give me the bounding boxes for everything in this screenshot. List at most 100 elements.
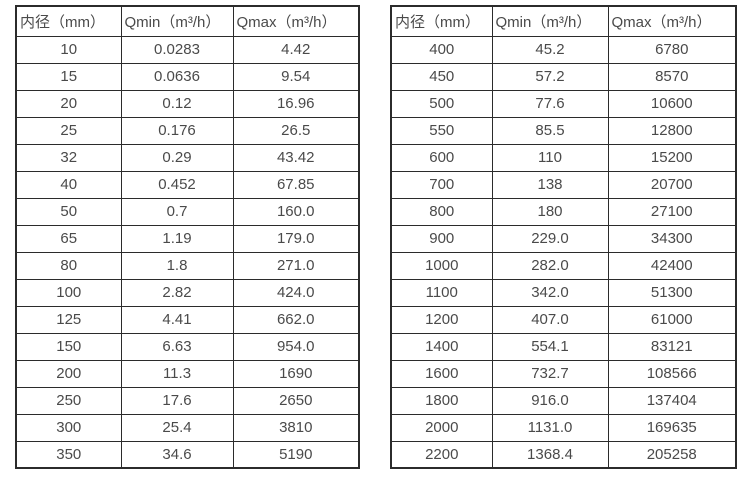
table-cell: 0.12 [120, 89, 234, 118]
table-cell: 138 [491, 170, 609, 199]
table-row: 450 57.2 8570 [390, 62, 737, 91]
table-cell: 2000 [390, 413, 493, 442]
table-cell: 0.29 [120, 143, 234, 172]
table-cell: 45.2 [491, 35, 609, 64]
table-cell: 6.63 [120, 332, 234, 361]
table-cell: 1.19 [120, 224, 234, 253]
table-cell: 150 [15, 332, 122, 361]
table-cell: 662.0 [232, 305, 360, 334]
table-row: 2000 1131.0 169635 [390, 413, 737, 442]
table-row: 32 0.29 43.42 [15, 143, 360, 172]
table-cell: 5190 [232, 440, 360, 469]
table-cell: 0.452 [120, 170, 234, 199]
table-cell: 732.7 [491, 359, 609, 388]
table-cell: 11.3 [120, 359, 234, 388]
table-cell: 65 [15, 224, 122, 253]
table-row: 800 180 27100 [390, 197, 737, 226]
column-header: Qmax（m³/h） [232, 5, 360, 37]
table-cell: 137404 [607, 386, 737, 415]
table-row: 15 0.0636 9.54 [15, 62, 360, 91]
table-cell: 229.0 [491, 224, 609, 253]
table-cell: 9.54 [232, 62, 360, 91]
table-cell: 34300 [607, 224, 737, 253]
table-cell: 17.6 [120, 386, 234, 415]
table-row: 20 0.12 16.96 [15, 89, 360, 118]
table-cell: 916.0 [491, 386, 609, 415]
table-cell: 600 [390, 143, 493, 172]
table-cell: 1000 [390, 251, 493, 280]
column-header: Qmin（m³/h） [120, 5, 234, 37]
table-cell: 77.6 [491, 89, 609, 118]
table-header: 内径（mm） Qmin（m³/h） Qmax（m³/h） [390, 5, 737, 37]
column-header: 内径（mm） [390, 5, 493, 37]
table-row: 150 6.63 954.0 [15, 332, 360, 361]
table-cell: 8570 [607, 62, 737, 91]
table-cell: 271.0 [232, 251, 360, 280]
table-cell: 100 [15, 278, 122, 307]
table-cell: 57.2 [491, 62, 609, 91]
table-cell: 160.0 [232, 197, 360, 226]
table-cell: 32 [15, 143, 122, 172]
table-row: 125 4.41 662.0 [15, 305, 360, 334]
table-cell: 3810 [232, 413, 360, 442]
table-cell: 4.42 [232, 35, 360, 64]
table-cell: 0.0636 [120, 62, 234, 91]
table-cell: 1200 [390, 305, 493, 334]
table-cell: 300 [15, 413, 122, 442]
table-cell: 1800 [390, 386, 493, 415]
table-cell: 10 [15, 35, 122, 64]
table-cell: 4.41 [120, 305, 234, 334]
table-cell: 407.0 [491, 305, 609, 334]
column-header: Qmin（m³/h） [491, 5, 609, 37]
table-cell: 1690 [232, 359, 360, 388]
table-cell: 954.0 [232, 332, 360, 361]
table-row: 1200 407.0 61000 [390, 305, 737, 334]
table-row: 65 1.19 179.0 [15, 224, 360, 253]
table-cell: 554.1 [491, 332, 609, 361]
table-cell: 700 [390, 170, 493, 199]
table-cell: 25.4 [120, 413, 234, 442]
flow-spec-table-small-diameters: 内径（mm） Qmin（m³/h） Qmax（m³/h） 10 0.0283 4.42 1… [15, 5, 360, 469]
table-cell: 1100 [390, 278, 493, 307]
header-row: 内径（mm） Qmin（m³/h） Qmax（m³/h） [390, 5, 737, 37]
table-row: 200 11.3 1690 [15, 359, 360, 388]
table-cell: 180 [491, 197, 609, 226]
table-cell: 40 [15, 170, 122, 199]
table-cell: 50 [15, 197, 122, 226]
table-cell: 25 [15, 116, 122, 145]
table-cell: 350 [15, 440, 122, 469]
table-cell: 1368.4 [491, 440, 609, 469]
table-cell: 125 [15, 305, 122, 334]
table-row: 1800 916.0 137404 [390, 386, 737, 415]
table-cell: 42400 [607, 251, 737, 280]
table-body: 10 0.0283 4.42 15 0.0636 9.54 20 0.12 16.96 25 0.1… [15, 35, 360, 469]
column-header: Qmax（m³/h） [607, 5, 737, 37]
table-row: 2200 1368.4 205258 [390, 440, 737, 469]
table-cell: 10600 [607, 89, 737, 118]
table-cell: 20 [15, 89, 122, 118]
table-cell: 800 [390, 197, 493, 226]
table-cell: 424.0 [232, 278, 360, 307]
table-cell: 550 [390, 116, 493, 145]
table-header: 内径（mm） Qmin（m³/h） Qmax（m³/h） [15, 5, 360, 37]
table-cell: 0.0283 [120, 35, 234, 64]
table-body: 400 45.2 6780 450 57.2 8570 500 77.6 10600 550 85.… [390, 35, 737, 469]
table-row: 40 0.452 67.85 [15, 170, 360, 199]
table-row: 350 34.6 5190 [15, 440, 360, 469]
table-cell: 61000 [607, 305, 737, 334]
table-cell: 0.176 [120, 116, 234, 145]
table-cell: 110 [491, 143, 609, 172]
table-cell: 26.5 [232, 116, 360, 145]
table-cell: 15 [15, 62, 122, 91]
table-cell: 282.0 [491, 251, 609, 280]
table-row: 300 25.4 3810 [15, 413, 360, 442]
table-cell: 6780 [607, 35, 737, 64]
table-row: 600 110 15200 [390, 143, 737, 172]
table-cell: 2200 [390, 440, 493, 469]
table-cell: 16.96 [232, 89, 360, 118]
table-cell: 2.82 [120, 278, 234, 307]
table-cell: 400 [390, 35, 493, 64]
table-row: 1100 342.0 51300 [390, 278, 737, 307]
table-cell: 250 [15, 386, 122, 415]
